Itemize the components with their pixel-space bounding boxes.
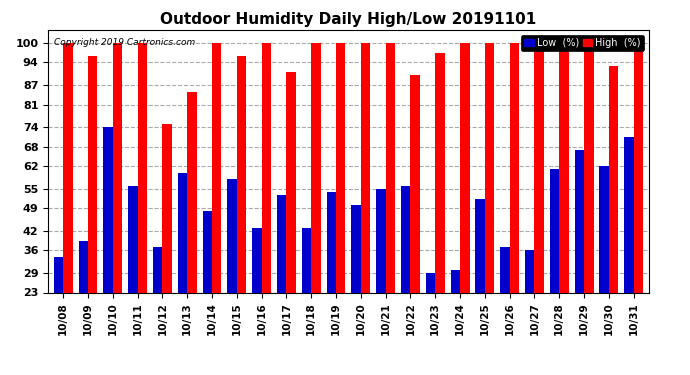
Bar <box>475 198 485 367</box>
Bar <box>302 228 311 367</box>
Bar <box>485 43 494 367</box>
Bar <box>212 43 221 367</box>
Bar <box>277 195 286 367</box>
Bar <box>262 43 271 367</box>
Bar <box>336 43 346 367</box>
Bar <box>203 211 212 367</box>
Bar <box>451 270 460 367</box>
Title: Outdoor Humidity Daily High/Low 20191101: Outdoor Humidity Daily High/Low 20191101 <box>160 12 537 27</box>
Bar <box>376 189 386 367</box>
Bar <box>326 192 336 367</box>
Bar <box>633 43 643 367</box>
Bar <box>79 241 88 367</box>
Bar <box>550 170 560 367</box>
Bar <box>525 251 535 367</box>
Bar <box>253 228 262 367</box>
Bar <box>435 53 444 367</box>
Bar <box>54 257 63 367</box>
Bar <box>361 43 371 367</box>
Bar <box>386 43 395 367</box>
Bar <box>584 43 593 367</box>
Bar <box>426 273 435 367</box>
Bar <box>609 66 618 367</box>
Bar <box>237 56 246 367</box>
Bar <box>500 247 510 367</box>
Bar <box>411 75 420 367</box>
Bar <box>137 43 147 367</box>
Bar <box>575 150 584 367</box>
Bar <box>104 127 112 367</box>
Bar <box>187 92 197 367</box>
Bar <box>286 72 296 367</box>
Bar <box>460 43 469 367</box>
Bar <box>153 247 162 367</box>
Bar <box>560 43 569 367</box>
Bar <box>311 43 321 367</box>
Legend: Low  (%), High  (%): Low (%), High (%) <box>521 35 644 51</box>
Text: Copyright 2019 Cartronics.com: Copyright 2019 Cartronics.com <box>55 38 195 47</box>
Bar <box>63 43 72 367</box>
Bar <box>228 179 237 367</box>
Bar <box>351 205 361 367</box>
Bar <box>535 43 544 367</box>
Bar <box>624 137 633 367</box>
Bar <box>178 172 187 367</box>
Bar <box>600 166 609 367</box>
Bar <box>112 43 122 367</box>
Bar <box>88 56 97 367</box>
Bar <box>401 186 411 367</box>
Bar <box>128 186 137 367</box>
Bar <box>510 43 519 367</box>
Bar <box>162 124 172 367</box>
